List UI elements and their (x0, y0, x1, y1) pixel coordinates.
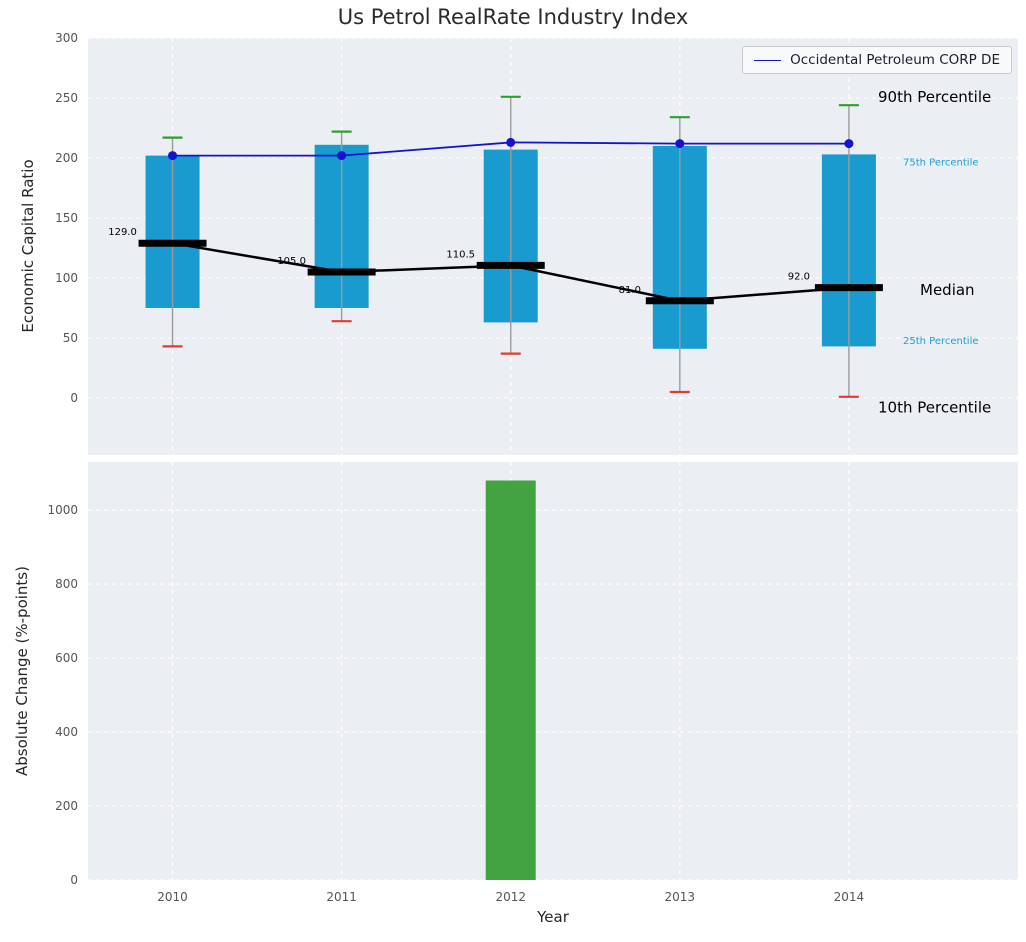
top-y-tick-label: 100 (55, 271, 78, 285)
chart-title: Us Petrol RealRate Industry Index (337, 5, 689, 29)
bottom-y-tick-label: 800 (55, 577, 78, 591)
legend: Occidental Petroleum CORP DE (742, 46, 1012, 74)
percentile-annotation: Median (920, 281, 975, 299)
company-point (506, 137, 516, 147)
x-tick-label: 2012 (495, 890, 526, 904)
bottom-y-axis-label: Absolute Change (%-points) (13, 566, 31, 776)
x-axis-label: Year (537, 908, 569, 926)
bottom-y-tick-label: 0 (70, 873, 78, 887)
percentile-annotation: 25th Percentile (903, 336, 979, 347)
top-y-tick-label: 150 (55, 211, 78, 225)
median-value-label: 105.0 (277, 256, 306, 267)
x-tick-label: 2011 (326, 890, 357, 904)
bottom-axes-background (88, 462, 1018, 880)
legend-label: Occidental Petroleum CORP DE (790, 52, 1000, 68)
x-tick-label: 2010 (157, 890, 188, 904)
median-value-label: 110.5 (446, 249, 475, 260)
median-value-label: 129.0 (108, 227, 137, 238)
bottom-y-tick-label: 600 (55, 651, 78, 665)
company-point (337, 151, 347, 161)
legend-line-sample (754, 59, 782, 61)
bottom-y-tick-label: 200 (55, 799, 78, 813)
change-bar (485, 480, 536, 880)
top-y-tick-label: 50 (63, 331, 78, 345)
top-y-tick-label: 300 (55, 31, 78, 45)
top-y-axis-label: Economic Capital Ratio (19, 159, 37, 333)
percentile-annotation: 10th Percentile (878, 399, 991, 417)
percentile-annotation: 75th Percentile (903, 157, 979, 168)
top-y-tick-label: 200 (55, 151, 78, 165)
bottom-y-tick-label: 1000 (47, 503, 78, 517)
top-y-tick-label: 250 (55, 91, 78, 105)
x-tick-label: 2013 (665, 890, 696, 904)
x-tick-label: 2014 (834, 890, 865, 904)
company-point (168, 151, 178, 161)
percentile-annotation: 90th Percentile (878, 88, 991, 106)
bottom-y-tick-label: 400 (55, 725, 78, 739)
median-value-label: 92.0 (788, 272, 810, 283)
company-point (844, 139, 854, 149)
median-value-label: 81.0 (619, 285, 641, 296)
top-y-tick-label: 0 (70, 391, 78, 405)
company-point (675, 139, 685, 149)
